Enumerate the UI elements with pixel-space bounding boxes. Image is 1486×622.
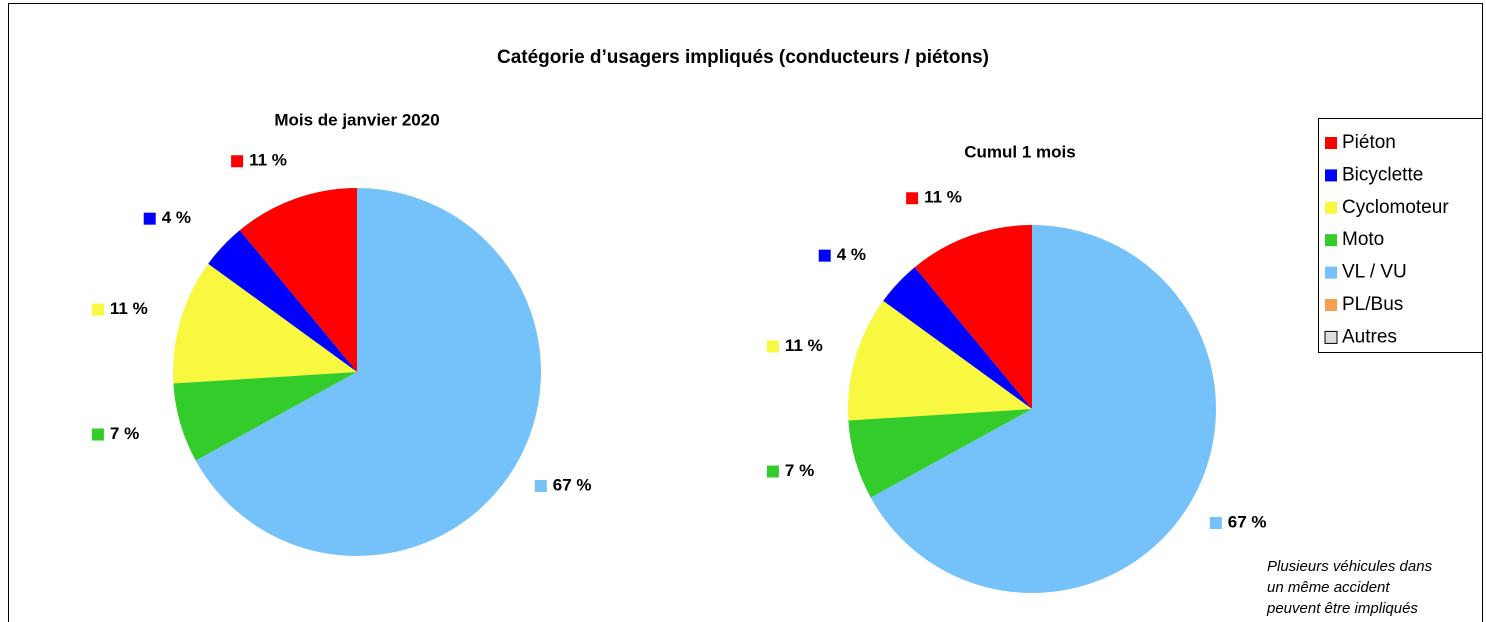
note: peuvent être impliqués	[1266, 600, 1418, 617]
pie-slice	[173, 372, 357, 461]
label-marker	[766, 465, 779, 478]
data-label: 11 %	[785, 336, 823, 355]
legend-swatch	[1325, 137, 1337, 149]
pie-slice	[239, 188, 357, 372]
data-label: 7 %	[785, 461, 814, 480]
label-marker	[143, 212, 156, 225]
label-marker	[91, 428, 104, 441]
data-label: 67 %	[1228, 513, 1267, 532]
label-marker	[906, 192, 919, 205]
pie-title: Cumul 1 mois	[964, 142, 1075, 161]
legend-label: Autres	[1342, 326, 1397, 347]
pie-slice	[195, 188, 541, 556]
label-marker	[534, 480, 547, 493]
legend-label: PL/Bus	[1342, 294, 1403, 315]
pie-slice	[870, 225, 1216, 593]
label-marker	[766, 340, 779, 353]
legend-swatch	[1325, 201, 1337, 214]
legend-swatch	[1325, 169, 1337, 182]
legend-label: Bicyclette	[1342, 164, 1423, 185]
legend-swatch	[1324, 330, 1338, 344]
pie-title: Mois de janvier 2020	[274, 110, 439, 129]
pie-slice	[173, 263, 357, 384]
chart-title: Catégorie d’usagers impliqués (conducteu…	[497, 47, 989, 68]
data-label: 11 %	[110, 299, 148, 318]
pie-slice	[914, 225, 1032, 409]
data-label: 4 %	[837, 245, 866, 264]
data-label: 7 %	[110, 424, 139, 443]
legend-label: Piéton	[1342, 132, 1396, 153]
note: un même accident	[1267, 579, 1390, 596]
label-marker	[1209, 517, 1222, 530]
data-label: 11 %	[249, 151, 287, 170]
pie-slice	[883, 267, 1032, 409]
pie-slice	[208, 230, 357, 372]
legend-label: Cyclomoteur	[1342, 197, 1449, 218]
label-marker	[91, 303, 104, 316]
legend-label: Moto	[1342, 229, 1384, 250]
legend-swatch	[1325, 266, 1337, 279]
legend-swatch	[1325, 234, 1337, 247]
legend-swatch	[1325, 299, 1337, 311]
legend-label: VL / VU	[1342, 262, 1407, 283]
label-marker	[818, 249, 831, 262]
data-label: 4 %	[162, 208, 191, 227]
pie-slice	[848, 300, 1032, 421]
data-label: 67 %	[553, 476, 592, 495]
pie-slice	[848, 409, 1032, 498]
data-label: 11 %	[924, 188, 962, 207]
label-marker	[231, 155, 244, 168]
legend-box	[1318, 118, 1483, 353]
note: Plusieurs véhicules dans	[1267, 558, 1433, 575]
